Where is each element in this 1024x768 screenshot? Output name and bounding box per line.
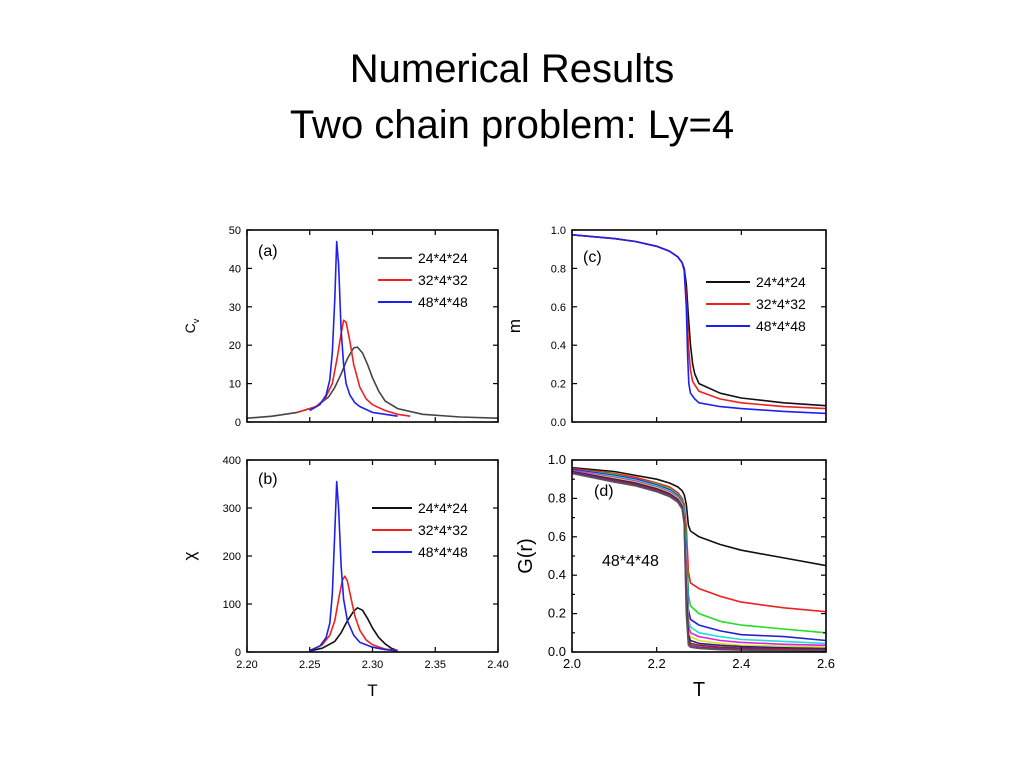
y-tick-label: 1.0 xyxy=(551,225,566,237)
x-tick-label: 2.40 xyxy=(487,659,508,671)
series-line-1 xyxy=(572,466,826,567)
y-tick-label: 100 xyxy=(223,599,241,611)
series-line-24x4x24 xyxy=(247,346,498,419)
x-tick-label: 2.0 xyxy=(563,656,581,671)
y-tick-label: 30 xyxy=(229,302,241,314)
y-tick-label: 40 xyxy=(229,263,241,275)
legend-label: 24*4*24 xyxy=(418,250,468,266)
y-tick-label: 50 xyxy=(229,225,241,237)
y-tick-label: 0.2 xyxy=(551,379,566,391)
panel-b: 2.20 2.25 2.30 2.35 2.40 0 100 200 300 400 Tχ (b) 24… xyxy=(180,455,509,700)
series-line-32x4x32 xyxy=(309,575,398,652)
series-line-24x4x24 xyxy=(309,606,398,652)
x-tick-label: 2.35 xyxy=(425,659,446,671)
x-axis-label: T xyxy=(367,681,377,700)
y-tick-label: 0.4 xyxy=(551,340,566,352)
y-axis-label: χ xyxy=(180,551,199,560)
series-group xyxy=(309,480,398,652)
legend-label: 32*4*32 xyxy=(756,296,806,312)
legend: 24*4*24 32*4*32 48*4*48 xyxy=(372,500,468,560)
panel-d: 2.0 2.2 2.4 2.6 0.0 0.2 0.4 0.6 0.8 1.0 T G(r) (d) 48… xyxy=(515,452,835,701)
series-line-32x4x32 xyxy=(296,319,411,417)
y-tick-label: 20 xyxy=(229,340,241,352)
panel-label: (b) xyxy=(258,471,278,488)
x-tick-label: 2.6 xyxy=(817,656,835,671)
x-tick-label: 2.30 xyxy=(362,659,383,671)
y-tick-label: 0.8 xyxy=(551,263,566,275)
x-tick-label: 2.4 xyxy=(732,656,750,671)
slide-title-line1: Numerical Results xyxy=(349,47,675,91)
y-tick-label: 0.6 xyxy=(551,302,566,314)
legend: 24*4*24 32*4*32 48*4*48 xyxy=(706,274,806,334)
panel-label: (c) xyxy=(583,249,602,266)
series-line-48x4x48 xyxy=(309,480,398,652)
y-tick-label: 0.8 xyxy=(548,490,566,505)
legend-label: 32*4*32 xyxy=(418,522,468,538)
legend-label: 24*4*24 xyxy=(756,274,806,290)
x-tick-label: 2.25 xyxy=(299,659,320,671)
y-axis-label: m xyxy=(505,319,524,333)
y-axis-label-main: C xyxy=(182,323,198,333)
panel-annotation: 48*4*48 xyxy=(602,553,659,570)
legend-label: 24*4*24 xyxy=(418,500,468,516)
legend-label: 48*4*48 xyxy=(418,544,468,560)
y-tick-label: 1.0 xyxy=(548,452,566,467)
panel-label: (a) xyxy=(258,243,278,260)
legend-label: 48*4*48 xyxy=(756,318,806,334)
legend: 24*4*24 32*4*32 48*4*48 xyxy=(378,250,468,310)
series-group xyxy=(572,466,826,652)
panel-c: 0.0 0.2 0.4 0.6 0.8 1.0 m (c) 24*4*24 32*4*32 48*4… xyxy=(505,225,827,429)
x-tick-label: 2.20 xyxy=(236,659,257,671)
series-group xyxy=(247,240,498,419)
panel-a: 0 10 20 30 40 50 Cv (a) 24*4*24 32*4*32 48*4*48 xyxy=(182,225,499,429)
legend-label: 32*4*32 xyxy=(418,272,468,288)
y-tick-label: 300 xyxy=(223,503,241,515)
y-tick-label: 200 xyxy=(223,551,241,563)
y-tick-label: 400 xyxy=(223,455,241,467)
series-line-48x4x48 xyxy=(309,240,398,417)
y-tick-label: 0 xyxy=(235,647,241,659)
slide-title-line2: Two chain problem: Ly=4 xyxy=(289,103,735,147)
series-line-48x4x48 xyxy=(572,234,826,415)
y-tick-label: 0 xyxy=(235,417,241,429)
y-axis-label: G(r) xyxy=(515,538,537,574)
legend-label: 48*4*48 xyxy=(418,294,468,310)
y-tick-label: 0.0 xyxy=(551,417,566,429)
series-group xyxy=(572,234,826,415)
series-line-11 xyxy=(572,472,826,652)
plot-frame xyxy=(571,229,827,423)
x-axis-label: T xyxy=(693,679,705,701)
panel-label: (d) xyxy=(594,483,614,500)
y-tick-label: 0.2 xyxy=(548,606,566,621)
y-tick-label: 0.6 xyxy=(548,529,566,544)
y-tick-label: 10 xyxy=(229,379,241,391)
y-axis-label-sub: v xyxy=(191,318,201,323)
y-tick-label: 0.4 xyxy=(548,567,566,582)
y-axis-label: Cv xyxy=(182,318,201,333)
y-tick-label: 0.0 xyxy=(548,644,566,659)
x-tick-label: 2.2 xyxy=(648,656,666,671)
